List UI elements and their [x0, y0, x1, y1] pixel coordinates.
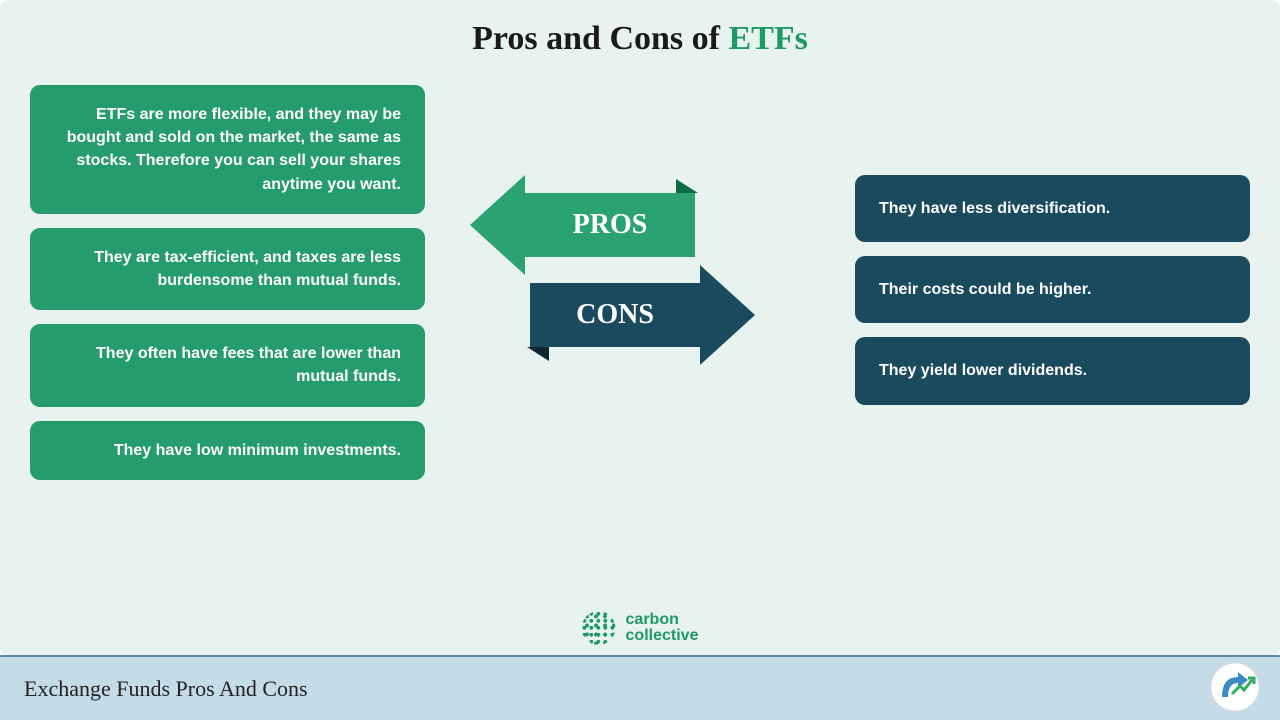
infographic-canvas: Pros and Cons of ETFs ETFs are more flex…: [0, 0, 1280, 655]
brand-line1: carbon: [626, 612, 699, 628]
brand-text: carbon collective: [626, 612, 699, 644]
pro-card: ETFs are more flexible, and they may be …: [30, 85, 425, 214]
cons-arrow-label: CONS: [576, 299, 654, 331]
arrow-right-icon: [700, 265, 755, 365]
con-card: Their costs could be higher.: [855, 256, 1250, 323]
pros-arrow-body: PROS: [525, 193, 695, 257]
pros-arrow-label: PROS: [573, 209, 648, 241]
footer-caption: Exchange Funds Pros And Cons: [24, 676, 308, 702]
pros-arrow: PROS: [470, 175, 695, 275]
brand-dots-icon: [582, 611, 616, 645]
pro-card: They are tax-efficient, and taxes are le…: [30, 228, 425, 310]
footer-logo-icon: [1210, 662, 1260, 712]
pros-arrow-fold: [676, 179, 698, 193]
pros-column: ETFs are more flexible, and they may be …: [30, 85, 425, 494]
footer-bar: Exchange Funds Pros And Cons: [0, 655, 1280, 720]
cons-column: They have less diversification. Their co…: [855, 175, 1250, 419]
cons-arrow-fold: [527, 347, 549, 361]
center-arrows: PROS CONS: [470, 155, 810, 415]
title-prefix: Pros and Cons of: [472, 20, 728, 57]
con-card: They yield lower dividends.: [855, 337, 1250, 404]
brand-line2: collective: [626, 628, 699, 644]
pro-card: They often have fees that are lower than…: [30, 324, 425, 406]
title-accent: ETFs: [728, 20, 807, 57]
page-title: Pros and Cons of ETFs: [0, 0, 1280, 58]
con-card: They have less diversification.: [855, 175, 1250, 242]
brand-logo: carbon collective: [582, 611, 699, 645]
pro-card: They have low minimum investments.: [30, 421, 425, 480]
cons-arrow: CONS: [530, 265, 755, 365]
cons-arrow-body: CONS: [530, 283, 700, 347]
arrow-left-icon: [470, 175, 525, 275]
